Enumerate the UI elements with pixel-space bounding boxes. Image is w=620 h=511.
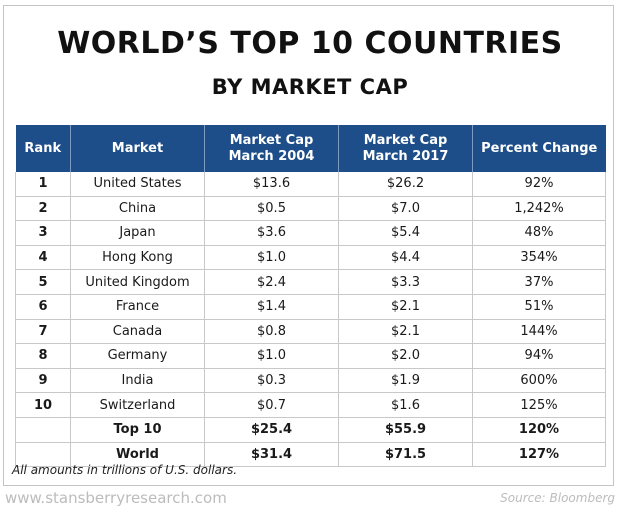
column-header-percent-change: Percent Change [472, 125, 606, 172]
cell-cap-2004: $1.0 [204, 343, 339, 369]
cell-market: Canada [70, 319, 205, 345]
cell-cap-2004: $1.4 [204, 294, 339, 320]
cell-market: Hong Kong [70, 245, 205, 271]
cell-cap-2004: $0.3 [204, 368, 339, 394]
cell-rank: 1 [15, 172, 71, 197]
website-url: www.stansberryresearch.com [5, 489, 227, 507]
table-row: 3 Japan $3.6 $5.4 48% [15, 220, 606, 246]
cell-rank: 7 [15, 319, 71, 345]
footnote: All amounts in trillions of U.S. dollars… [12, 463, 238, 477]
cell-percent-change: 120% [472, 417, 606, 443]
total-row: Top 10 $25.4 $55.9 120% [15, 417, 606, 443]
cell-cap-2017: $71.5 [338, 442, 473, 468]
cell-rank: 9 [15, 368, 71, 394]
cell-cap-2017: $1.9 [338, 368, 473, 394]
cell-rank: 2 [15, 196, 71, 222]
table-body: 1 United States $13.6 $26.2 92% 2 China $0.5 $7.… [15, 172, 606, 468]
column-header-line: Market Cap [229, 132, 314, 148]
table-row: 2 China $0.5 $7.0 1,242% [15, 196, 606, 222]
cell-percent-change: 92% [472, 172, 606, 197]
cell-rank: 8 [15, 343, 71, 369]
chart-title: WORLD’S TOP 10 COUNTRIES [57, 26, 563, 61]
table-row: 7 Canada $0.8 $2.1 144% [15, 319, 606, 345]
cell-cap-2017: $5.4 [338, 220, 473, 246]
table-row: 1 United States $13.6 $26.2 92% [15, 172, 606, 197]
cell-market: United Kingdom [70, 269, 205, 295]
column-header-market: Market [70, 125, 205, 172]
cell-cap-2004: $0.5 [204, 196, 339, 222]
total-row: World $31.4 $71.5 127% [15, 442, 606, 468]
cell-percent-change: 51% [472, 294, 606, 320]
cell-market: Switzerland [70, 392, 205, 418]
cell-market: India [70, 368, 205, 394]
cell-cap-2017: $3.3 [338, 269, 473, 295]
cell-market: China [70, 196, 205, 222]
cell-cap-2004: $1.0 [204, 245, 339, 271]
column-header-cap-2017: Market Cap March 2017 [338, 125, 473, 172]
cell-rank: 4 [15, 245, 71, 271]
cell-percent-change: 600% [472, 368, 606, 394]
source-credit: Source: Bloomberg [500, 491, 615, 505]
cell-cap-2004: $3.6 [204, 220, 339, 246]
cell-percent-change: 1,242% [472, 196, 606, 222]
cell-percent-change: 37% [472, 269, 606, 295]
cell-cap-2017: $55.9 [338, 417, 473, 443]
cell-percent-change: 354% [472, 245, 606, 271]
column-header-line: Market [111, 140, 164, 156]
cell-percent-change: 48% [472, 220, 606, 246]
column-header-cap-2004: Market Cap March 2004 [204, 125, 339, 172]
column-header-line: Percent Change [481, 140, 598, 156]
cell-cap-2017: $2.0 [338, 343, 473, 369]
cell-cap-2017: $4.4 [338, 245, 473, 271]
cell-cap-2017: $1.6 [338, 392, 473, 418]
cell-market: Japan [70, 220, 205, 246]
cell-cap-2004: $2.4 [204, 269, 339, 295]
cell-rank [15, 417, 71, 443]
cell-rank: 5 [15, 269, 71, 295]
market-cap-table: Rank Market Market Cap March 2004 Market Cap… [15, 125, 606, 468]
cell-rank: 6 [15, 294, 71, 320]
cell-cap-2004: $0.7 [204, 392, 339, 418]
table-row: 9 India $0.3 $1.9 600% [15, 368, 606, 394]
column-header-line: March 2004 [228, 148, 315, 164]
cell-percent-change: 94% [472, 343, 606, 369]
table-row: 4 Hong Kong $1.0 $4.4 354% [15, 245, 606, 271]
column-header-line: March 2017 [362, 148, 449, 164]
table-row: 5 United Kingdom $2.4 $3.3 37% [15, 269, 606, 295]
chart-subtitle: BY MARKET CAP [211, 75, 409, 99]
cell-market: World [70, 442, 205, 468]
cell-cap-2017: $26.2 [338, 172, 473, 197]
cell-rank: 10 [15, 392, 71, 418]
cell-rank: 3 [15, 220, 71, 246]
column-header-rank: Rank [15, 125, 71, 172]
table-row: 6 France $1.4 $2.1 51% [15, 294, 606, 320]
cell-cap-2017: $2.1 [338, 294, 473, 320]
cell-percent-change: 144% [472, 319, 606, 345]
cell-market: United States [70, 172, 205, 197]
cell-market: Germany [70, 343, 205, 369]
cell-cap-2017: $2.1 [338, 319, 473, 345]
table-header-row: Rank Market Market Cap March 2004 Market Cap… [15, 125, 606, 172]
table-row: 8 Germany $1.0 $2.0 94% [15, 343, 606, 369]
cell-market: France [70, 294, 205, 320]
column-header-line: Market Cap [363, 132, 448, 148]
cell-rank [15, 442, 71, 468]
cell-cap-2004: $13.6 [204, 172, 339, 197]
cell-market: Top 10 [70, 417, 205, 443]
cell-cap-2004: $0.8 [204, 319, 339, 345]
column-header-line: Rank [24, 140, 62, 156]
cell-percent-change: 127% [472, 442, 606, 468]
cell-percent-change: 125% [472, 392, 606, 418]
cell-cap-2017: $7.0 [338, 196, 473, 222]
cell-cap-2004: $31.4 [204, 442, 339, 468]
table-row: 10 Switzerland $0.7 $1.6 125% [15, 392, 606, 418]
cell-cap-2004: $25.4 [204, 417, 339, 443]
